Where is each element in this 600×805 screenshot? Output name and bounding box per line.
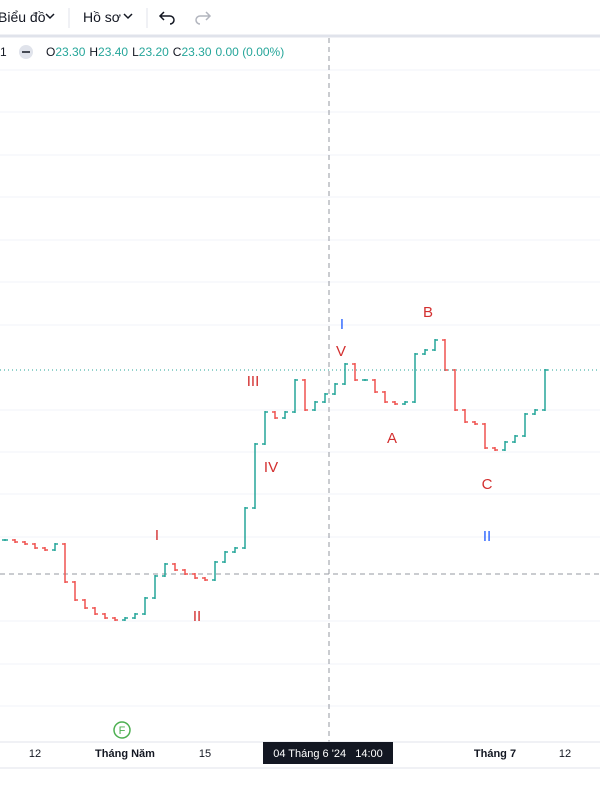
ohlc-bar: [462, 409, 468, 423]
ohlc-bar: [52, 543, 58, 551]
toolbar: [0, 0, 600, 34]
ohlc-bar: [2, 539, 8, 541]
ohlc-bar: [252, 443, 258, 509]
crosshair-label: 04 Tháng 6 '24 14:00: [273, 748, 383, 760]
interval: 1: [0, 45, 7, 59]
ohlc-bar: [522, 413, 528, 437]
ohlc-bar: [92, 607, 98, 615]
ohlc-legend: O23.30 H23.40 L23.20 C23.30 0.00 (0.00%): [46, 45, 284, 59]
ohlc-bar: [312, 401, 318, 411]
wave-label: A: [387, 430, 397, 447]
chevron: [123, 13, 133, 20]
ohlc-bar: [282, 411, 288, 419]
ohlc-bar: [42, 547, 48, 551]
label: H: [89, 45, 98, 59]
ohlc-bar: [202, 577, 208, 581]
ohlc-bar: [222, 551, 228, 563]
ohlc-bar: [402, 401, 408, 405]
grid: [0, 69, 600, 707]
redo-button[interactable]: [195, 11, 212, 25]
ohlc-bar: [22, 541, 28, 545]
profile-menu[interactable]: Hồ sơ: [83, 9, 121, 25]
wave-label: II: [483, 528, 491, 545]
ohlc-bar: [362, 379, 368, 381]
ohlc-bar: [72, 581, 78, 601]
ohlc-bar: [512, 435, 518, 443]
ohlc-bar: [82, 599, 88, 609]
event-marker-label: F: [119, 725, 126, 737]
x-axis: 12 Tháng Năm 15 Tháng 7 12: [29, 748, 571, 760]
ohlc-bar: [482, 423, 488, 449]
ohlc-bar: [342, 363, 348, 385]
wave-label: II: [193, 608, 201, 625]
ohlc-bar: [442, 339, 448, 371]
ohlc-bar: [302, 379, 308, 411]
ohlc-bar: [472, 421, 478, 425]
ohlc-bar: [262, 411, 268, 445]
ohlc-bar: [452, 369, 458, 411]
ohlc-bar: [212, 561, 218, 581]
ohlc-bar: [162, 563, 168, 577]
ohlc-bar: [122, 617, 128, 621]
value: 23.40: [98, 45, 128, 59]
ohlc-bar: [272, 411, 278, 419]
ohlc-bar: [192, 573, 198, 579]
ohlc-bar: [422, 349, 428, 355]
chevron: [45, 13, 55, 20]
x-tick-label: Tháng 7: [474, 748, 516, 760]
wave-label: C: [482, 476, 493, 493]
ohlc-bar: [132, 613, 138, 619]
ohlc-bar: [112, 617, 118, 621]
label: L: [132, 45, 139, 59]
wave-label: IV: [264, 459, 278, 476]
ohlc-bar: [502, 441, 508, 451]
undo-button[interactable]: [158, 11, 175, 25]
wave-label: V: [336, 343, 346, 360]
ohlc-bar: [372, 379, 378, 393]
event-marker[interactable]: [113, 721, 131, 739]
ohlc-bar: [142, 597, 148, 615]
ohlc-bar: [332, 383, 338, 395]
ohlc-bar: [292, 379, 298, 413]
value: 23.30: [55, 45, 85, 59]
x-tick-label: Tháng Năm: [95, 748, 155, 760]
label: C: [173, 45, 182, 59]
ohlc-bar: [172, 563, 178, 571]
ohlc-bar: [152, 575, 158, 599]
ohlc-bar: [532, 409, 538, 415]
value: 23.20: [139, 45, 169, 59]
wave-label: III: [247, 373, 260, 390]
wave-label: B: [423, 304, 433, 321]
x-tick-label: 15: [199, 748, 211, 760]
value: 23.30: [181, 45, 211, 59]
ohlc-bar: [412, 353, 418, 403]
ohlc-bar: [12, 539, 18, 543]
ohlc-bar: [382, 391, 388, 403]
ohlc-bar: [432, 339, 438, 351]
ohlc-bar: [322, 393, 328, 403]
ohlc-bar: [182, 569, 188, 575]
x-tick-label: 12: [559, 748, 571, 760]
ohlc-bar: [102, 613, 108, 619]
x-tick-label: 12: [29, 748, 41, 760]
wave-label: I: [155, 527, 159, 544]
ohlc-bar: [232, 547, 238, 553]
ohlc-bar: [542, 369, 548, 411]
change: 0.00 (0.00%): [216, 45, 285, 59]
ohlc-bar: [32, 543, 38, 549]
ohlc-bar: [62, 543, 68, 583]
label: O: [46, 45, 55, 59]
ohlc-bar: [492, 447, 498, 451]
chart-menu[interactable]: Biểu đồ: [0, 9, 46, 25]
ohlc-bar: [392, 401, 398, 405]
wave-label: I: [340, 316, 344, 333]
crosshair-label-box: [263, 742, 393, 764]
ohlc-bar: [242, 507, 248, 549]
plot: [0, 339, 600, 621]
ohlc-bar: [352, 363, 358, 381]
